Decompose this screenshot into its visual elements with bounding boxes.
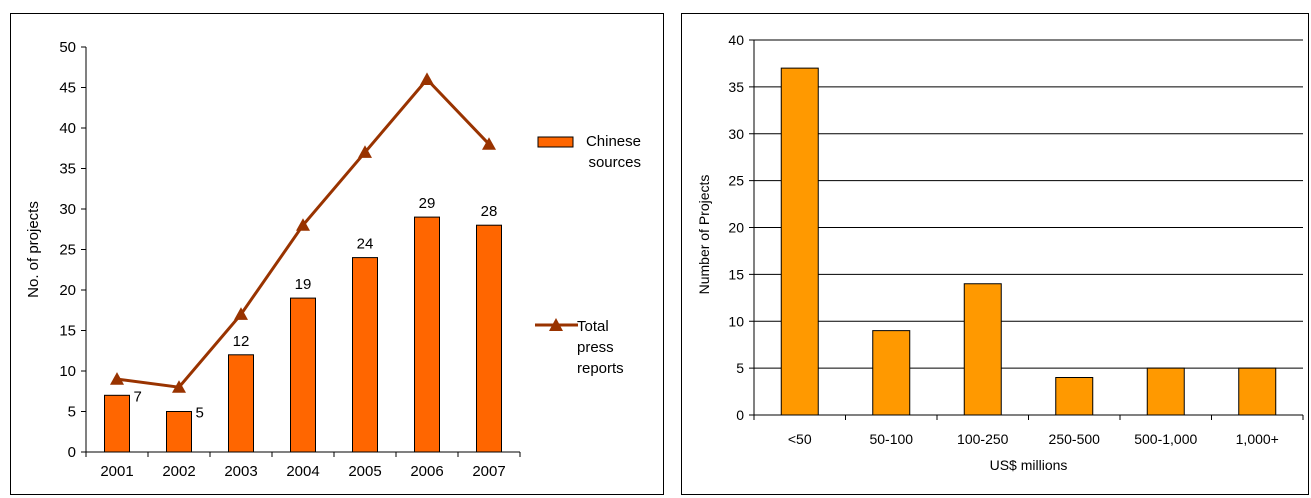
data-label: 12	[233, 333, 250, 350]
y-tick-label: 5	[68, 404, 76, 421]
y-axis-label: Number of Projects	[696, 175, 712, 295]
y-tick-label: 0	[68, 444, 76, 461]
bar	[872, 330, 911, 416]
y-tick-label: 45	[59, 80, 76, 97]
bar	[166, 411, 192, 453]
line-point	[482, 137, 496, 150]
x-tick-label: 2005	[348, 463, 381, 480]
bar	[290, 297, 316, 453]
bar	[963, 283, 1002, 416]
y-tick-label: 10	[728, 313, 744, 329]
bar	[780, 67, 819, 416]
data-label: 7	[134, 388, 142, 405]
data-label: 5	[196, 404, 204, 421]
data-label: 19	[295, 276, 312, 293]
line-point	[358, 145, 372, 158]
x-tick-label: 500-1,000	[1134, 431, 1197, 447]
data-label: 28	[481, 203, 498, 220]
x-tick-label: 2007	[472, 463, 505, 480]
line-point	[420, 72, 434, 85]
y-tick-label: 30	[59, 201, 76, 218]
x-tick-label: 2006	[410, 463, 443, 480]
x-tick-label: 100-250	[957, 431, 1009, 447]
y-tick-label: 30	[728, 126, 744, 142]
x-tick-label: 2002	[162, 463, 195, 480]
right-chart-panel: 0 5 10 15 20 25 30 35 40 <50 50-100 100-250 250-500 5…	[681, 13, 1309, 495]
y-tick-label: 25	[728, 173, 744, 189]
x-tick-label: 50-100	[869, 431, 913, 447]
bar	[1146, 367, 1185, 416]
bar	[352, 257, 378, 453]
bar	[104, 394, 130, 453]
line-point	[110, 372, 124, 385]
y-tick-label: 5	[736, 360, 744, 376]
left-chart-panel: 0 5 10 15 20 25 30 35 40 45 50 2001 2002 2003 2004 2005…	[10, 13, 664, 495]
legend-line-label: Total	[577, 318, 609, 335]
legend-line-marker	[549, 318, 563, 331]
y-tick-label: 20	[59, 282, 76, 299]
x-tick-label: 250-500	[1049, 431, 1101, 447]
x-tick-label: 2001	[100, 463, 133, 480]
line-point	[296, 218, 310, 231]
x-tick-label: <50	[788, 431, 812, 447]
bar	[1055, 377, 1094, 416]
y-tick-label: 0	[736, 407, 744, 423]
bar	[414, 216, 440, 453]
x-tick-label: 1,000+	[1236, 431, 1279, 447]
bar	[228, 354, 254, 453]
y-tick-label: 20	[728, 220, 744, 236]
line-point	[172, 380, 186, 393]
data-label: 24	[357, 236, 374, 253]
y-axis-label: No. of projects	[25, 201, 42, 298]
line-point	[234, 307, 248, 320]
y-tick-label: 25	[59, 242, 76, 259]
legend-line-label: press	[577, 339, 614, 356]
x-tick-label: 2004	[286, 463, 319, 480]
y-tick-label: 15	[59, 323, 76, 340]
legend-bar-swatch	[537, 136, 574, 148]
bar	[476, 224, 502, 453]
y-tick-label: 10	[59, 363, 76, 380]
y-tick-label: 50	[59, 39, 76, 56]
legend-line-label: reports	[577, 360, 624, 377]
y-tick-label: 40	[59, 120, 76, 137]
x-axis-label: US$ millions	[990, 457, 1068, 473]
bar	[1238, 367, 1277, 416]
y-tick-label: 35	[728, 79, 744, 95]
y-tick-label: 35	[59, 161, 76, 178]
y-tick-label: 40	[728, 32, 744, 48]
y-tick-label: 15	[728, 266, 744, 282]
data-label: 29	[419, 195, 436, 212]
projects-by-year-chart: 0 5 10 15 20 25 30 35 40 45 50 2001 2002 2003 2004 2005…	[25, 39, 641, 480]
legend-bar-label: Chinese	[586, 133, 641, 150]
x-tick-label: 2003	[224, 463, 257, 480]
legend-bar-label: sources	[588, 154, 641, 171]
projects-by-size-chart: 0 5 10 15 20 25 30 35 40 <50 50-100 100-250 250-500 5…	[696, 32, 1304, 473]
